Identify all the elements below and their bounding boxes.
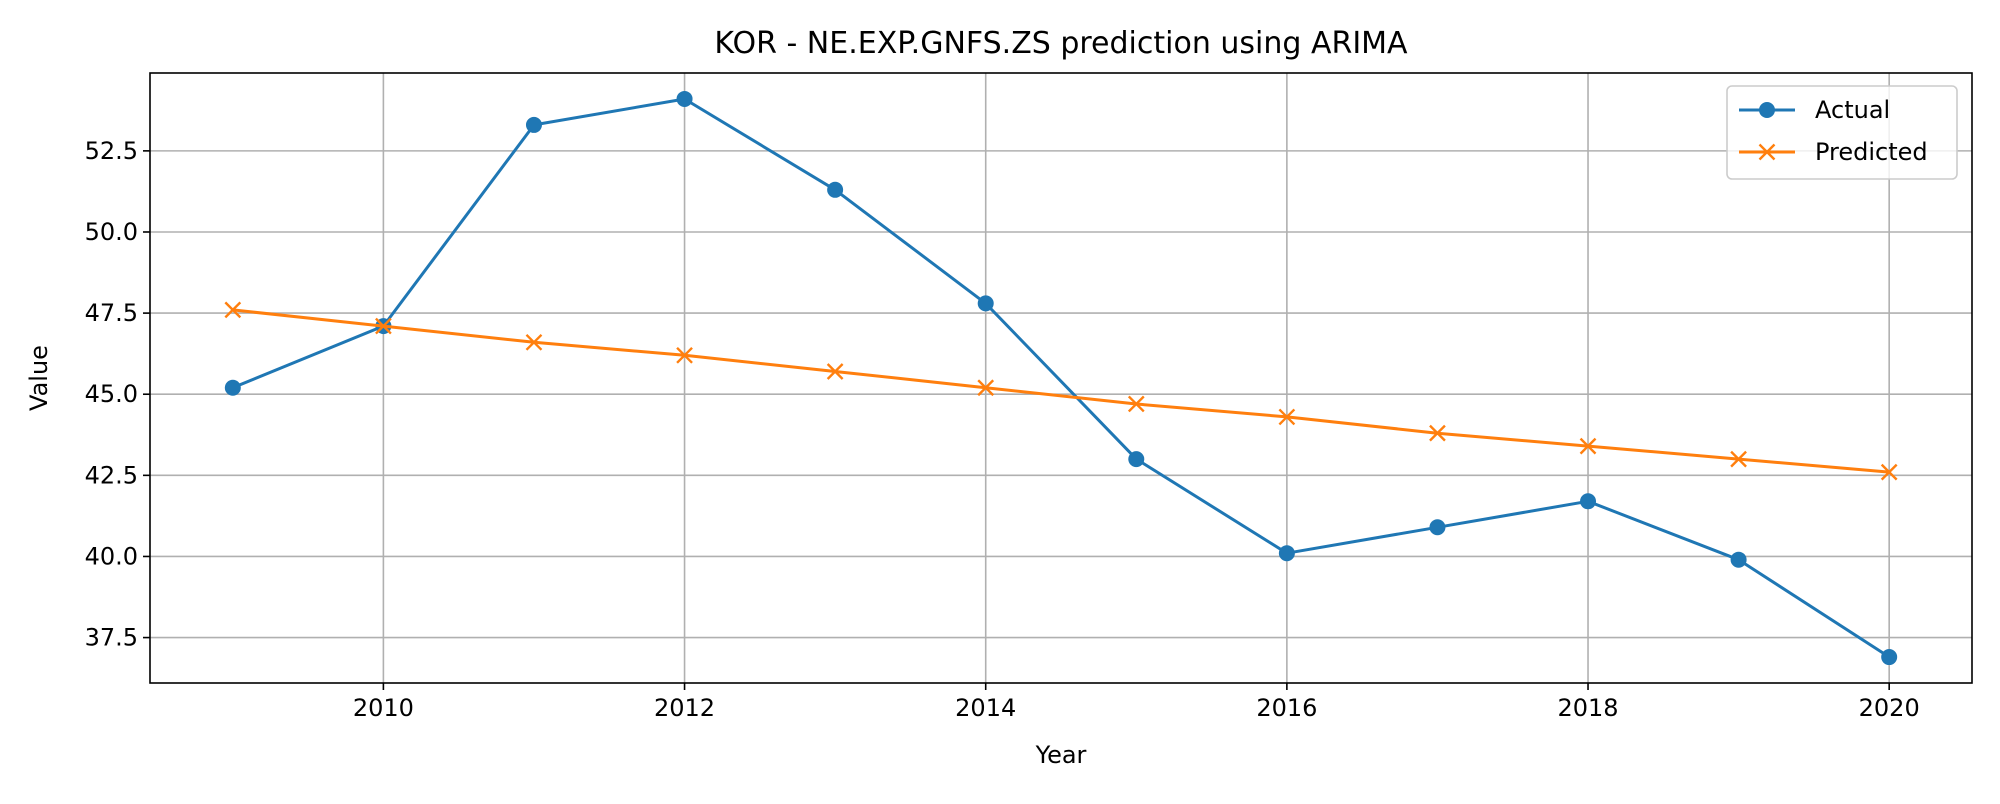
predicted-point (375, 317, 392, 335)
y-tick-label: 52.5 (85, 137, 138, 165)
y-tick-label: 37.5 (85, 624, 138, 652)
predicted-point (1880, 463, 1898, 481)
ticks: 2010 2012 2014 2016 2018 2020 37.5 40.0 42.5 45.0… (85, 137, 1920, 722)
actual-point (1128, 451, 1145, 468)
actual-point (525, 116, 542, 133)
legend-marker (1758, 143, 1776, 161)
actual-point (1881, 649, 1898, 666)
chart-title: KOR - NE.EXP.GNFS.ZS prediction using AR… (714, 26, 1408, 61)
predicted-point (1579, 437, 1597, 455)
predicted-point (1429, 424, 1446, 442)
y-tick-label: 45.0 (85, 380, 138, 408)
actual-point (1278, 545, 1295, 562)
series-actual (224, 90, 1898, 666)
legend-item-predicted: Predicted (1739, 138, 1928, 166)
legend-item-actual: Actual (1739, 96, 1890, 124)
predicted-point (1278, 408, 1296, 426)
actual-point (224, 379, 241, 396)
actual-line (232, 97, 1891, 659)
predicted-point (977, 379, 995, 397)
y-tick-label: 47.5 (85, 299, 138, 327)
predicted-point (224, 301, 242, 319)
grid (150, 73, 1972, 683)
x-axis-label: Year (1035, 741, 1087, 769)
x-tick-label: 2016 (1256, 694, 1317, 722)
y-tick-label: 50.0 (85, 218, 138, 246)
series-predicted (224, 301, 1898, 481)
actual-point (676, 90, 693, 107)
plot-frame (149, 72, 1973, 684)
predicted-point (525, 333, 543, 351)
legend-label: Actual (1815, 96, 1890, 124)
actual-point (1429, 519, 1446, 536)
x-tick-label: 2018 (1557, 694, 1618, 722)
actual-point (977, 295, 994, 312)
actual-point (827, 181, 844, 198)
predicted-point (826, 363, 844, 380)
legend: Actual Predicted (1726, 85, 1958, 180)
actual-point (1730, 551, 1747, 568)
actual-point (1580, 493, 1597, 510)
y-tick-label: 42.5 (85, 461, 138, 489)
series-group (224, 90, 1898, 666)
legend-label: Predicted (1815, 138, 1928, 166)
y-axis-label: Value (25, 345, 53, 411)
x-tick-label: 2012 (654, 694, 715, 722)
x-tick-label: 2014 (955, 694, 1016, 722)
x-tick-label: 2020 (1859, 694, 1920, 722)
predicted-point (1127, 395, 1145, 413)
legend-marker (1759, 102, 1775, 118)
y-tick-label: 40.0 (85, 542, 138, 570)
predicted-point (676, 346, 693, 364)
x-tick-label: 2010 (353, 694, 414, 722)
predicted-point (1730, 450, 1747, 468)
predicted-line (232, 308, 1890, 474)
